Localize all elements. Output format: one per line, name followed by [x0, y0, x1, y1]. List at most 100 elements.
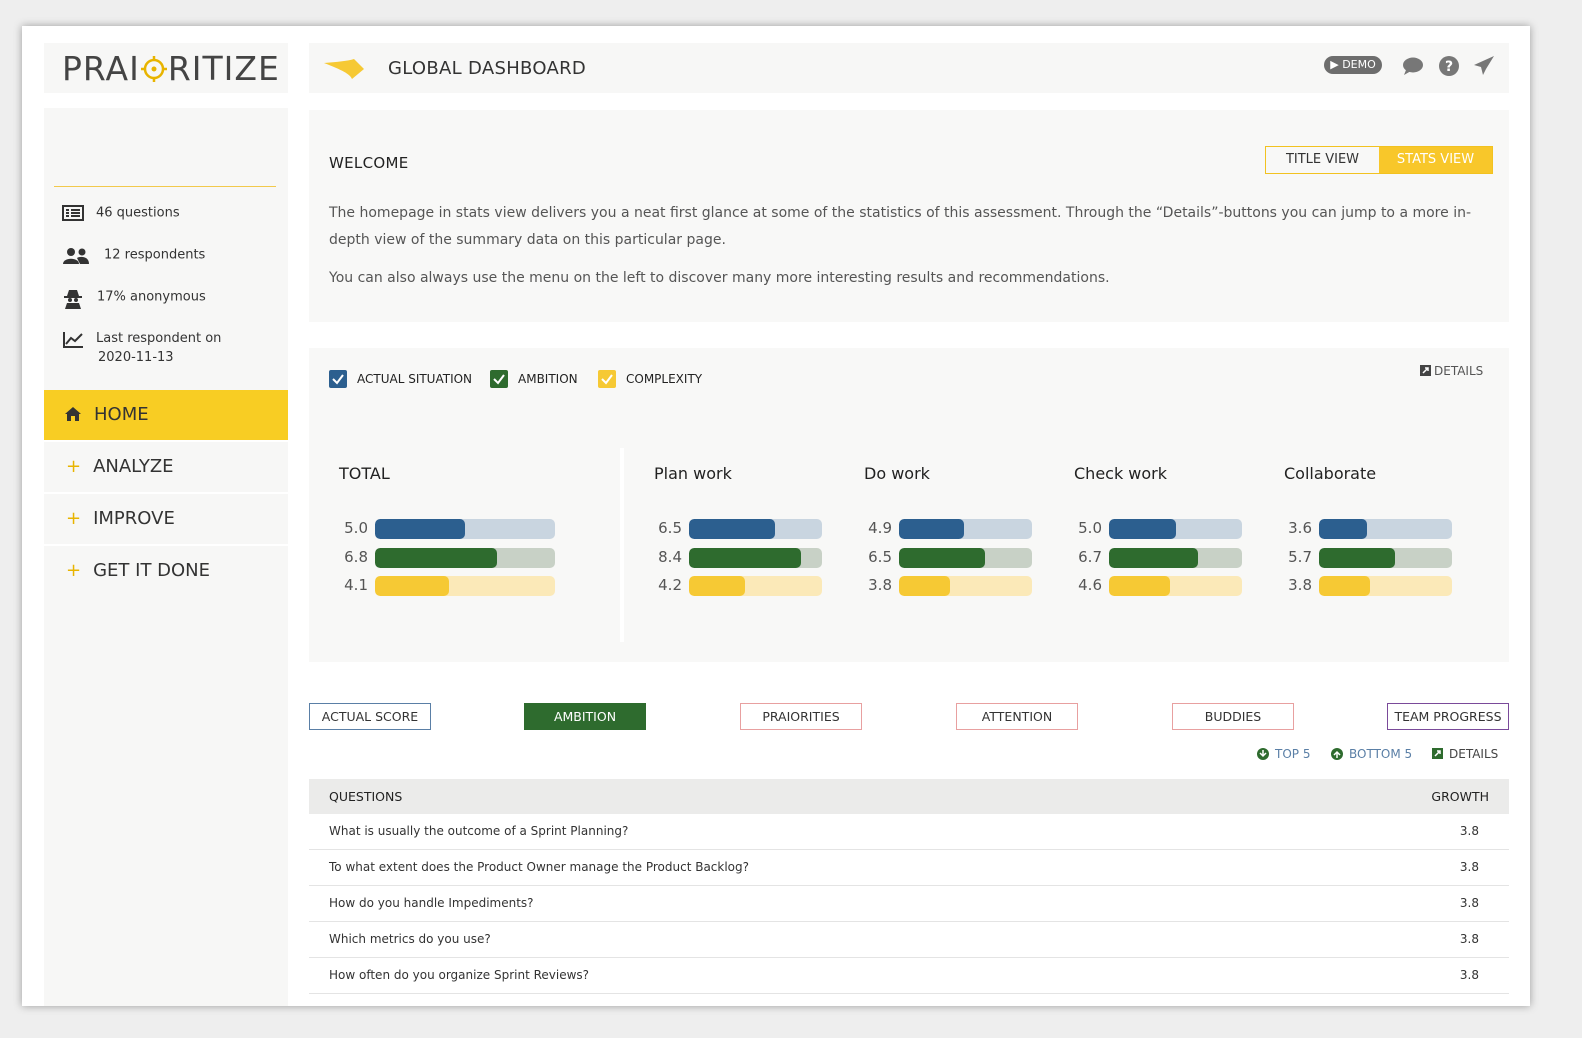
- check-icon: [329, 370, 347, 388]
- send-icon[interactable]: [1473, 55, 1495, 81]
- tab-praiorities[interactable]: PRAIORITIES: [740, 703, 862, 730]
- app-logo[interactable]: PRAI RITIZE: [62, 49, 280, 88]
- arrow-down-circle-icon: [1257, 748, 1269, 763]
- ambition-bar: [899, 548, 1032, 568]
- ambition-value: 6.8: [344, 548, 368, 566]
- nav-analyze[interactable]: + ANALYZE: [44, 442, 288, 492]
- stat-anonymous-text: 17% anonymous: [97, 289, 206, 305]
- actual-value: 4.9: [868, 519, 892, 537]
- ambition-value: 5.7: [1288, 548, 1312, 566]
- demo-badge[interactable]: ▶ DEMO: [1324, 56, 1382, 74]
- column-growth[interactable]: GROWTH: [1431, 789, 1489, 804]
- help-icon[interactable]: ?: [1438, 55, 1460, 81]
- logo-text-left: PRAI: [62, 49, 140, 88]
- stat-anonymous: 17% anonymous: [62, 289, 206, 309]
- complexity-bar: [899, 576, 1032, 596]
- welcome-card: [309, 110, 1509, 322]
- list-icon: [62, 205, 84, 221]
- complexity-value: 4.6: [1078, 576, 1102, 594]
- complexity-bar: [1109, 576, 1242, 596]
- complexity-bar-fill: [1109, 576, 1171, 596]
- legend-label: COMPLEXITY: [626, 372, 703, 386]
- group-title: Plan work: [654, 464, 732, 483]
- table-row[interactable]: To what extent does the Product Owner ma…: [309, 850, 1509, 886]
- table-row[interactable]: Which metrics do you use? 3.8: [309, 922, 1509, 958]
- table-row[interactable]: How often do you organize Sprint Reviews…: [309, 958, 1509, 994]
- tab-ambition[interactable]: AMBITION: [524, 703, 646, 730]
- ambition-bar: [1109, 548, 1242, 568]
- arrow-icon[interactable]: [322, 58, 366, 84]
- table-details-link[interactable]: DETAILS: [1432, 747, 1498, 762]
- nav-improve[interactable]: + IMPROVE: [44, 494, 288, 544]
- complexity-bar: [689, 576, 822, 596]
- checkbox-ambition[interactable]: AMBITION: [490, 370, 578, 388]
- plus-icon: +: [66, 560, 82, 581]
- ambition-bar: [689, 548, 822, 568]
- nav-home[interactable]: HOME: [44, 390, 288, 440]
- ambition-bar-fill: [375, 548, 498, 568]
- tab-attention[interactable]: ATTENTION: [956, 703, 1078, 730]
- stat-respondents-text: 12 respondents: [104, 247, 206, 263]
- ambition-value: 8.4: [658, 548, 682, 566]
- complexity-value: 4.1: [344, 576, 368, 594]
- chat-icon[interactable]: [1402, 56, 1424, 80]
- actual-bar-fill: [899, 519, 965, 539]
- actual-value: 6.5: [658, 519, 682, 537]
- stat-last-respondent-label: Last respondent on: [96, 331, 222, 346]
- plus-icon: +: [66, 508, 82, 529]
- question-text: How do you handle Impediments?: [329, 896, 534, 910]
- actual-bar: [1319, 519, 1452, 539]
- actual-bar: [689, 519, 822, 539]
- actual-value: 5.0: [344, 519, 368, 537]
- actual-value: 3.6: [1288, 519, 1312, 537]
- users-icon: [62, 247, 90, 264]
- ambition-bar-fill: [1109, 548, 1199, 568]
- ambition-bar: [1319, 548, 1452, 568]
- stat-questions-text: 46 questions: [96, 205, 180, 221]
- stats-divider: [620, 448, 624, 642]
- table-header: QUESTIONS GROWTH: [309, 779, 1509, 814]
- details-label: DETAILS: [1449, 747, 1499, 761]
- column-questions[interactable]: QUESTIONS: [329, 789, 403, 804]
- view-toggle: TITLE VIEW STATS VIEW: [1265, 146, 1493, 174]
- sidebar-filler: [44, 596, 288, 1006]
- nav-get-it-done[interactable]: + GET IT DONE: [44, 546, 288, 596]
- title-view-button[interactable]: TITLE VIEW: [1285, 152, 1360, 167]
- legend-label: AMBITION: [518, 372, 578, 386]
- checkbox-actual-situation[interactable]: ACTUAL SITUATION: [329, 370, 472, 388]
- check-icon: [598, 370, 616, 388]
- welcome-paragraph-1: The homepage in stats view delivers you …: [329, 205, 1472, 248]
- tab-actual-score[interactable]: ACTUAL SCORE: [309, 703, 431, 730]
- stat-respondents: 12 respondents: [62, 247, 206, 264]
- top5-link[interactable]: TOP 5: [1257, 747, 1310, 763]
- growth-value: 3.8: [1459, 896, 1479, 910]
- table-row[interactable]: How do you handle Impediments? 3.8: [309, 886, 1509, 922]
- target-icon: [140, 49, 168, 88]
- ambition-bar-fill: [689, 548, 801, 568]
- logo-text-right: RITIZE: [167, 49, 280, 88]
- top5-label: TOP 5: [1275, 747, 1311, 761]
- bottom5-link[interactable]: BOTTOM 5: [1331, 747, 1412, 763]
- complexity-bar-fill: [1319, 576, 1370, 596]
- stat-last-respondent: Last respondent on: [62, 331, 222, 348]
- stats-view-button[interactable]: STATS VIEW: [1379, 147, 1492, 173]
- actual-bar-fill: [1319, 519, 1367, 539]
- actual-bar: [375, 519, 555, 539]
- legend-label: ACTUAL SITUATION: [357, 372, 473, 386]
- external-link-icon: [1420, 365, 1431, 379]
- complexity-bar-fill: [689, 576, 745, 596]
- checkbox-complexity[interactable]: COMPLEXITY: [598, 370, 702, 388]
- complexity-bar: [375, 576, 555, 596]
- actual-bar-fill: [375, 519, 465, 539]
- tab-buddies[interactable]: BUDDIES: [1172, 703, 1294, 730]
- actual-bar-fill: [1109, 519, 1176, 539]
- growth-value: 3.8: [1459, 824, 1479, 838]
- sidebar-stats-panel: [44, 108, 288, 390]
- stats-details-link[interactable]: DETAILS: [1420, 364, 1483, 379]
- table-row[interactable]: What is usually the outcome of a Sprint …: [309, 814, 1509, 850]
- tab-team-progress[interactable]: TEAM PROGRESS: [1387, 703, 1509, 730]
- question-text: How often do you organize Sprint Reviews…: [329, 968, 590, 982]
- bottom5-label: BOTTOM 5: [1349, 747, 1413, 761]
- complexity-bar-fill: [899, 576, 950, 596]
- question-text: What is usually the outcome of a Sprint …: [329, 824, 629, 838]
